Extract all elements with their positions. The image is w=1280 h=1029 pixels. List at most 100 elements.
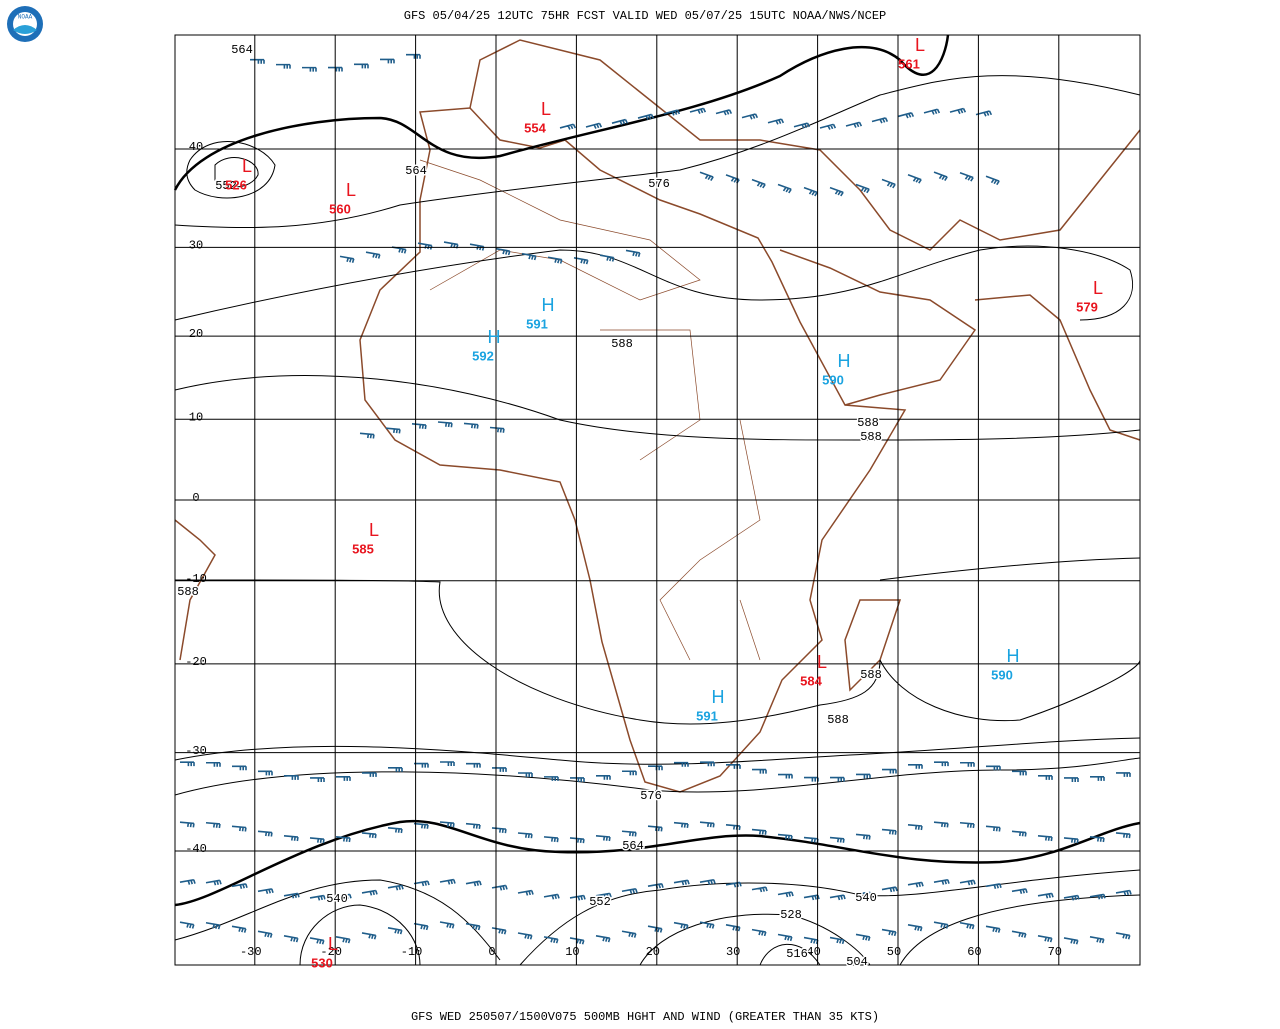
- wind-barb: [469, 243, 485, 251]
- wind-barb: [673, 879, 690, 886]
- wind-barb: [663, 109, 681, 116]
- wind-barb: [959, 821, 975, 829]
- wind-barb: [985, 925, 1001, 933]
- contour-label: 588: [827, 713, 849, 727]
- wind-barb: [648, 765, 663, 771]
- wind-barb: [335, 936, 351, 944]
- arabia-coast: [779, 249, 977, 406]
- wind-barb: [276, 63, 291, 69]
- wind-barb: [596, 774, 611, 780]
- wind-barb: [673, 821, 689, 829]
- wind-barb: [1089, 936, 1105, 944]
- wind-barb: [257, 830, 273, 837]
- contour-label: 540: [855, 891, 877, 905]
- wind-barb: [257, 888, 274, 895]
- wind-barb: [855, 933, 871, 942]
- wind-barb: [231, 883, 248, 889]
- wind-barb: [231, 925, 247, 933]
- wind-barb: [492, 767, 507, 772]
- wind-barb: [959, 172, 974, 182]
- center-letter: L: [1093, 278, 1103, 298]
- wind-barb: [1115, 832, 1131, 839]
- wind-barb: [855, 891, 872, 898]
- wind-barb: [621, 888, 638, 894]
- center-value: 591: [526, 316, 548, 331]
- africa-coast: [359, 107, 907, 793]
- logo-text: NOAA: [18, 14, 33, 21]
- lon-label: 0: [488, 945, 495, 959]
- wind-barb: [855, 183, 870, 194]
- wind-barb: [437, 421, 453, 428]
- wind-barb: [830, 776, 845, 782]
- wind-barb: [881, 828, 897, 835]
- wind-barb: [855, 833, 871, 840]
- wind-barb: [231, 825, 247, 832]
- wind-barb: [1064, 777, 1079, 782]
- wind-barb: [1038, 775, 1053, 780]
- wind-barb: [897, 112, 915, 119]
- wind-barb: [179, 921, 195, 929]
- wind-barb: [621, 930, 637, 938]
- contour-588-north: [174, 245, 1133, 321]
- wind-barb: [1063, 837, 1079, 844]
- wind-barb: [1011, 830, 1027, 837]
- wind-barb: [752, 768, 767, 774]
- wind-barb: [491, 827, 507, 834]
- wind-barb: [1089, 836, 1105, 843]
- wind-barb: [232, 765, 247, 771]
- wind-barb: [689, 107, 707, 114]
- lon-label: 10: [565, 945, 579, 959]
- wind-barb: [491, 927, 507, 935]
- wind-barb: [741, 113, 759, 120]
- wind-barb: [637, 113, 655, 121]
- wind-barb: [1012, 770, 1027, 776]
- wind-barb: [647, 825, 663, 832]
- wind-barb: [543, 893, 560, 900]
- center-value: 554: [524, 120, 546, 135]
- wind-barb: [309, 837, 325, 844]
- wind-barb: [309, 894, 326, 901]
- wind-barb: [934, 761, 949, 767]
- contour-588-south: [174, 579, 1141, 725]
- wind-barb: [907, 823, 923, 831]
- contour-label: 588: [611, 337, 633, 351]
- borders: [419, 159, 761, 661]
- wind-barb: [205, 821, 221, 829]
- wind-barb: [907, 881, 924, 888]
- wind-barb: [380, 58, 395, 64]
- wind-barb: [570, 777, 585, 782]
- wind-barb: [647, 883, 664, 889]
- center-value: 579: [1076, 299, 1098, 314]
- wind-barb: [908, 763, 923, 769]
- wind-barb: [985, 175, 1000, 186]
- wind-barb: [205, 921, 221, 930]
- center-value: 526: [225, 177, 247, 192]
- wind-barb: [725, 924, 741, 932]
- wind-barb: [819, 123, 837, 130]
- wind-barb: [309, 937, 325, 945]
- contour-label: 576: [640, 789, 662, 803]
- coastlines: [174, 39, 1141, 793]
- lat-label: 40: [189, 140, 203, 154]
- wind-barb: [1089, 893, 1106, 900]
- wind-barb: [465, 880, 482, 887]
- wind-barb: [959, 921, 975, 930]
- wind-barb: [699, 171, 714, 182]
- wind-barb: [439, 821, 455, 828]
- india-coast: [974, 294, 1141, 441]
- wind-barb: [726, 764, 741, 769]
- wind-barb: [778, 773, 793, 779]
- wind-barb: [923, 108, 941, 115]
- wind-barb: [595, 834, 611, 842]
- wind-barb: [466, 762, 481, 768]
- wind-barb: [647, 925, 663, 933]
- wind-barb: [621, 830, 637, 837]
- wind-barb: [625, 249, 641, 258]
- wind-barb: [622, 770, 637, 776]
- wind-barb: [1063, 894, 1080, 901]
- wind-barb: [699, 921, 715, 929]
- wind-barb: [777, 933, 793, 942]
- wind-barb: [595, 934, 611, 943]
- lon-label: -20: [320, 945, 342, 959]
- wind-barb: [1011, 888, 1028, 895]
